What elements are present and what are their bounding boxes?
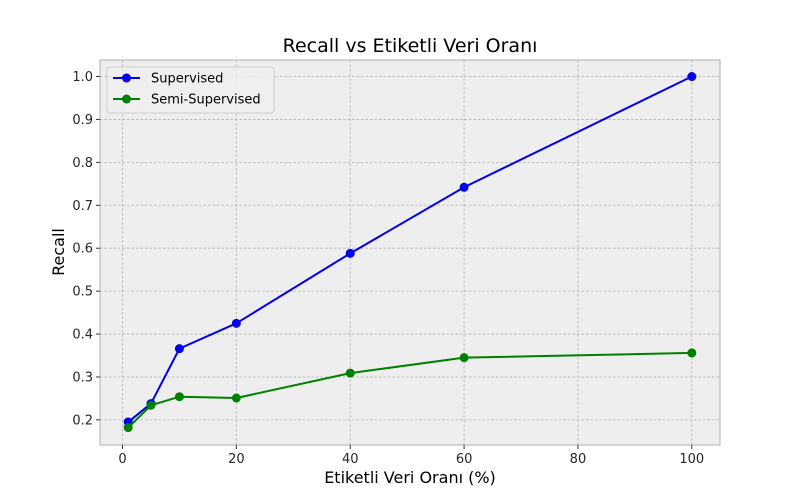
y-tick-label: 0.7 xyxy=(72,199,93,214)
y-tick-label: 0.2 xyxy=(72,413,93,428)
x-axis-label: Etiketli Veri Oranı (%) xyxy=(324,468,496,487)
legend: Supervised Semi-Supervised xyxy=(106,66,275,114)
data-point-supervised xyxy=(231,318,241,328)
y-tick-label: 0.3 xyxy=(72,370,93,385)
legend-marker-semi-supervised xyxy=(122,94,131,104)
y-tick-label: 0.5 xyxy=(72,285,93,300)
series-layer xyxy=(123,72,697,433)
series-semi-supervised xyxy=(123,348,697,433)
x-tick-label: 60 xyxy=(456,452,473,467)
data-point-semi-supervised xyxy=(146,400,156,410)
legend-label-supervised: Supervised xyxy=(151,72,223,87)
x-tick-label: 40 xyxy=(342,452,359,467)
x-tick-label: 20 xyxy=(228,452,245,467)
x-tick-label: 0 xyxy=(118,452,126,467)
y-tick-label: 0.8 xyxy=(72,156,93,171)
axis-ticks: 0 20 40 60 80 100 0.2 0.3 0.4 0.5 0.6 0.7 0.8 0.9 1.0 xyxy=(72,70,704,467)
y-tick-label: 0.9 xyxy=(72,113,93,128)
legend-marker-supervised xyxy=(122,73,131,83)
legend-box xyxy=(106,66,275,114)
x-tick-label: 100 xyxy=(679,452,704,467)
y-tick-label: 1.0 xyxy=(72,70,93,85)
data-point-semi-supervised xyxy=(459,353,469,363)
y-axis-label: Recall xyxy=(49,228,68,276)
chart-title: Recall vs Etiketli Veri Oranı xyxy=(283,35,538,57)
data-point-supervised xyxy=(345,248,355,258)
data-point-semi-supervised xyxy=(174,392,184,402)
y-tick-label: 0.6 xyxy=(72,242,93,257)
y-tick-label: 0.4 xyxy=(72,328,93,343)
data-point-semi-supervised xyxy=(345,368,355,378)
legend-label-semi-supervised: Semi-Supervised xyxy=(151,93,261,108)
grid-lines xyxy=(100,60,720,445)
data-point-semi-supervised xyxy=(123,423,133,433)
x-tick-label: 80 xyxy=(570,452,587,467)
data-point-supervised xyxy=(687,72,697,82)
data-point-semi-supervised xyxy=(231,393,241,403)
plot-area xyxy=(99,59,721,446)
data-point-semi-supervised xyxy=(687,348,697,358)
data-point-supervised xyxy=(459,182,469,192)
data-point-supervised xyxy=(174,344,184,354)
